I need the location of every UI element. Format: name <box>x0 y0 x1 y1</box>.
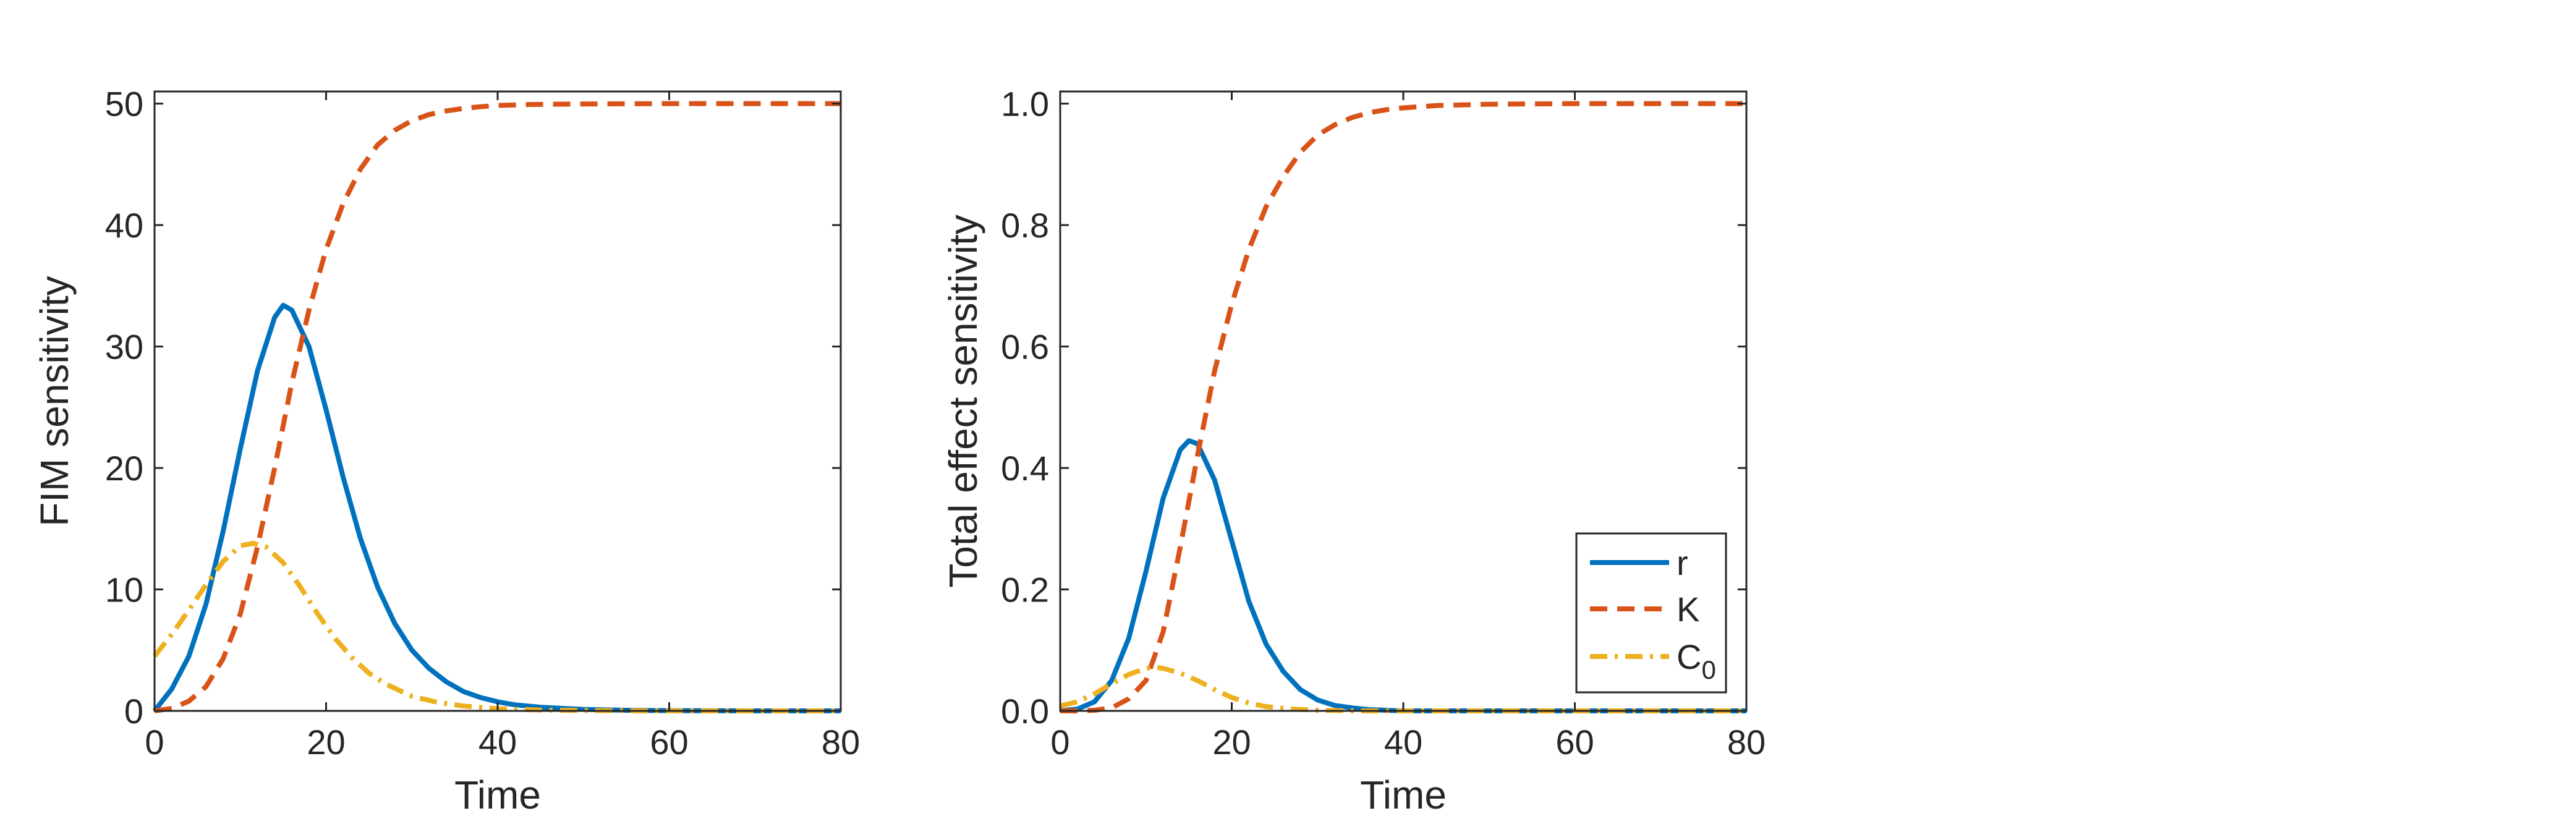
series-line-k <box>154 101 841 713</box>
y-tick-label: 30 <box>105 328 143 367</box>
x-tick-labels: 0 20 40 60 80 <box>145 723 860 762</box>
x-tick-label: 80 <box>822 723 860 762</box>
x-tick-label: 20 <box>1212 723 1251 762</box>
y-tick-label: 0.6 <box>1001 328 1049 367</box>
y-tick-label: 0 <box>124 692 143 731</box>
x-tick-label: 80 <box>1727 723 1766 762</box>
legend-box <box>1575 532 1727 694</box>
y-tick-label: 0.4 <box>1001 449 1049 488</box>
legend-label-subscript: 0 <box>1701 655 1715 684</box>
series-line-r <box>152 302 841 713</box>
x-tick-label: 60 <box>650 723 688 762</box>
y-tick-label: 10 <box>105 571 143 610</box>
x-tick-label: 20 <box>307 723 345 762</box>
x-tick-label: 40 <box>1384 723 1422 762</box>
y-tick-label: 0.8 <box>1001 206 1049 245</box>
y-tick-labels: 0.0 0.2 0.4 0.6 0.8 1.0 <box>1001 85 1049 731</box>
x-axis-title: Time <box>454 773 541 817</box>
series-lines <box>152 101 841 713</box>
y-tick-labels: 0 10 20 30 40 50 <box>105 85 143 731</box>
series-line-c0 <box>152 540 841 713</box>
y-tick-label: 0.0 <box>1001 692 1049 731</box>
y-axis-title: Total effect sensitivity <box>941 214 985 588</box>
y-tick-label: 1.0 <box>1001 85 1049 124</box>
x-tick-label: 60 <box>1555 723 1594 762</box>
legend-label: r <box>1677 543 1688 582</box>
tick-marks <box>1059 91 1748 712</box>
x-tick-label: 40 <box>478 723 517 762</box>
total-effect-sensitivity-plot: 0 20 40 60 80 0.0 0.2 0.4 0.6 0.8 1.0 Time Total … <box>941 85 1766 817</box>
legend-label: K <box>1677 590 1699 629</box>
y-axis-title: FIM sensitivity <box>32 276 77 526</box>
x-axis-title: Time <box>1360 773 1447 817</box>
y-tick-label: 0.2 <box>1001 571 1049 610</box>
x-tick-label: 0 <box>1050 723 1069 762</box>
series-line-k <box>1060 101 1746 713</box>
legend-entry-r: r <box>1590 543 1688 582</box>
fim-sensitivity-plot: 0 20 40 60 80 0 10 20 30 40 50 Time FIM sensitivi… <box>32 85 860 817</box>
tick-marks <box>153 91 842 712</box>
y-tick-label: 40 <box>105 206 143 245</box>
y-tick-label: 20 <box>105 449 143 488</box>
x-tick-label: 0 <box>145 723 164 762</box>
y-tick-label: 50 <box>105 85 143 124</box>
legend-entry-k: K <box>1590 590 1699 629</box>
x-tick-labels: 0 20 40 60 80 <box>1050 723 1766 762</box>
